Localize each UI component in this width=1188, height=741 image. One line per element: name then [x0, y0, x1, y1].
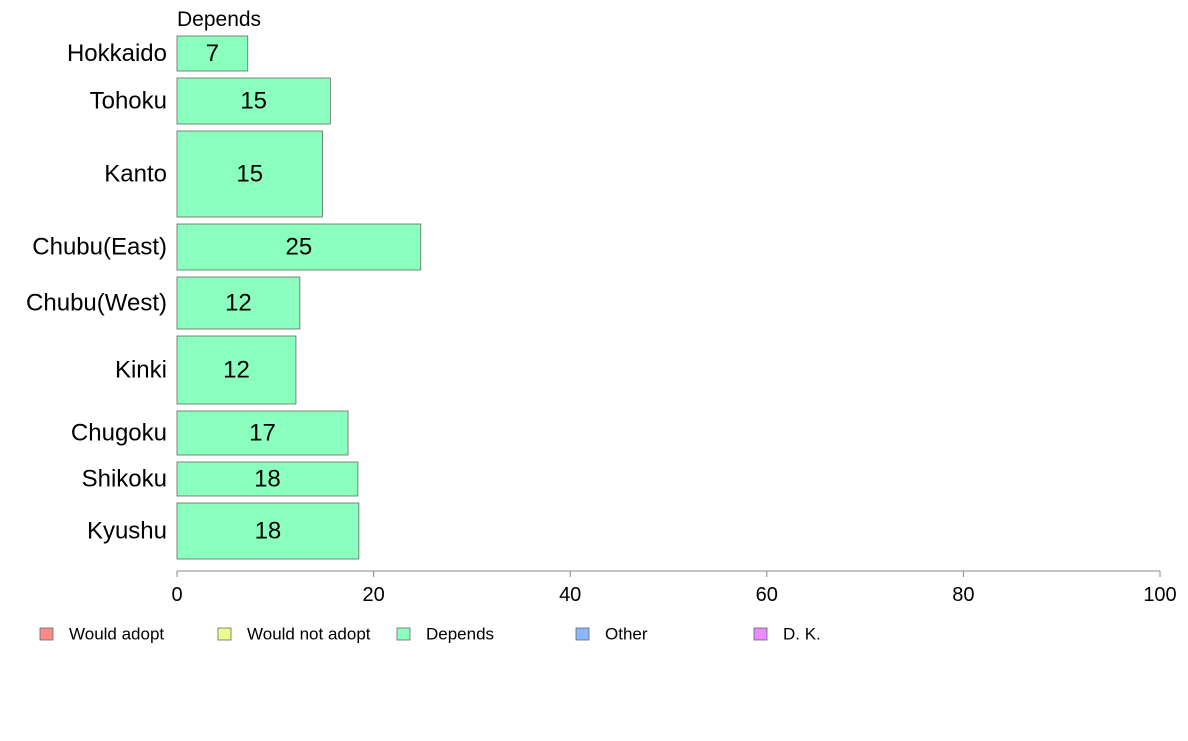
legend-label-would-not-adopt: Would not adopt: [247, 625, 371, 644]
data-label-kanto: 15: [236, 161, 263, 188]
panel-label: Depends: [177, 8, 261, 31]
bars-layer: Hokkaido 7 Tohoku 15 Kanto 15 Chubu(East) 25 Chu…: [26, 35, 422, 560]
category-label-chubu-east: Chubu(East): [32, 234, 167, 261]
data-label-chubu-west: 12: [225, 290, 252, 317]
x-tick-label-80: 80: [952, 584, 974, 606]
bar-shikoku: [176, 461, 359, 497]
x-tick-label-60: 60: [756, 584, 778, 606]
legend-swatch-would-not-adopt: [217, 627, 232, 641]
category-label-chugoku: Chugoku: [71, 420, 167, 447]
legend-swatch-depends: [396, 627, 411, 641]
category-label-hokkaido: Hokkaido: [67, 40, 167, 67]
category-label-kanto: Kanto: [104, 161, 167, 188]
data-label-chugoku: 17: [249, 420, 276, 447]
bar-chugoku: [176, 410, 349, 456]
x-axis: 0 20 40 60 80 100: [171, 570, 1177, 606]
bar-kyushu: [176, 502, 360, 560]
data-label-kyushu: 18: [255, 518, 282, 545]
category-label-chubu-west: Chubu(West): [26, 290, 167, 317]
legend-swatch-d-k: [753, 627, 768, 641]
data-label-hokkaido: 7: [206, 40, 219, 67]
data-label-shikoku: 18: [254, 466, 281, 493]
x-tick-label-100: 100: [1143, 584, 1176, 606]
legend-swatch-other: [575, 627, 590, 641]
data-label-tohoku: 15: [240, 88, 267, 115]
bar-hokkaido: [176, 35, 249, 72]
bar-kanto: [176, 130, 323, 218]
legend: Would adopt Would not adopt Depends Other D.…: [39, 625, 821, 644]
bar-chubu-east: [176, 223, 422, 271]
legend-label-would-adopt: Would adopt: [69, 625, 164, 644]
legend-label-d-k: D. K.: [783, 625, 821, 644]
legend-label-other: Other: [605, 625, 648, 644]
x-tick-label-0: 0: [171, 584, 182, 606]
category-label-kinki: Kinki: [115, 357, 167, 384]
x-tick-label-20: 20: [362, 584, 384, 606]
legend-swatch-would-adopt: [39, 627, 54, 641]
x-tick-label-40: 40: [559, 584, 581, 606]
legend-label-depends: Depends: [426, 625, 494, 644]
data-label-kinki: 12: [223, 357, 250, 384]
category-label-kyushu: Kyushu: [87, 518, 167, 545]
category-label-tohoku: Tohoku: [90, 88, 167, 115]
bar-chubu-west: [176, 276, 301, 330]
category-label-shikoku: Shikoku: [82, 466, 167, 493]
data-label-chubu-east: 25: [286, 234, 313, 261]
bar-tohoku: [176, 77, 331, 125]
bar-kinki: [176, 335, 297, 405]
